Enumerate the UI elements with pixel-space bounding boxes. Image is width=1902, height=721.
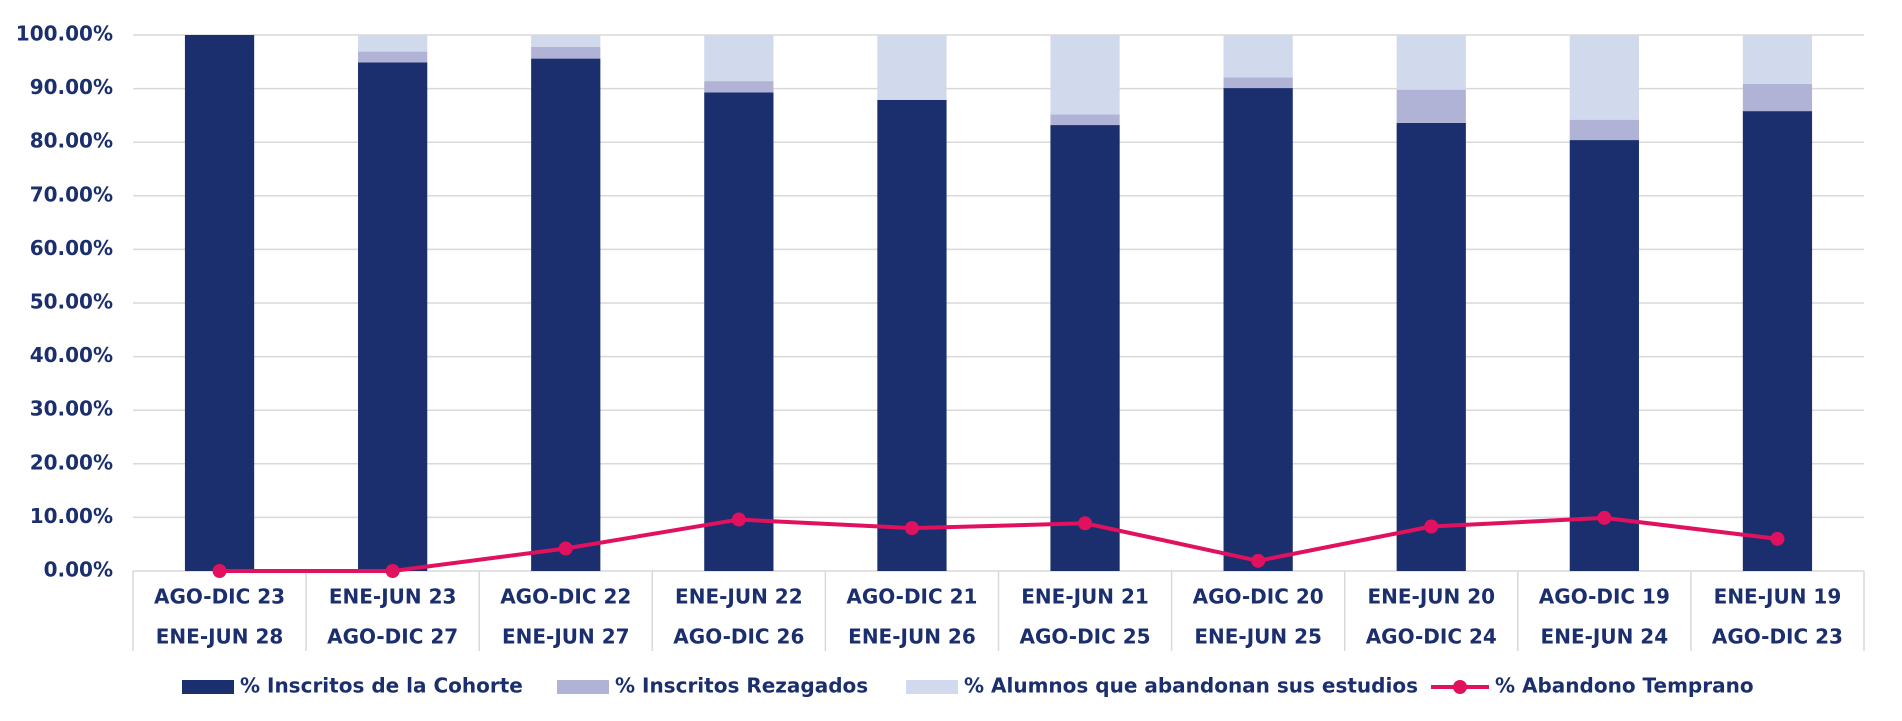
y-tick-label: 70.00%	[30, 182, 113, 206]
x-tick-label: AGO-DIC 19	[1539, 585, 1670, 609]
bar-segment	[1396, 122, 1466, 572]
bar-segment	[1569, 140, 1639, 571]
bar-segment	[531, 46, 601, 59]
bar-segment	[184, 35, 255, 571]
y-tick-label: 30.00%	[30, 397, 113, 421]
x-tick-label: AGO-DIC 26	[673, 625, 804, 649]
bar-segment	[1396, 89, 1466, 123]
legend-label: % Inscritos de la Cohorte	[240, 674, 523, 698]
bar-segment	[358, 35, 428, 52]
line-marker	[1597, 510, 1612, 525]
bar-segment	[704, 35, 774, 82]
bar-segment	[1742, 111, 1813, 571]
bar-segment	[1223, 77, 1293, 89]
legend-swatch	[1453, 680, 1467, 694]
y-tick-label: 100.00%	[16, 22, 113, 46]
x-tick-label: ENE-JUN 19	[1714, 585, 1842, 609]
bar-segment	[1050, 114, 1120, 126]
x-tick-label: AGO-DIC 23	[154, 585, 285, 609]
y-tick-label: 40.00%	[30, 343, 113, 367]
bar-segment	[877, 35, 947, 100]
bar-segment	[1223, 88, 1293, 572]
y-tick-label: 0.00%	[44, 558, 113, 582]
bar-segment	[1742, 35, 1813, 84]
y-tick-label: 10.00%	[30, 504, 113, 528]
x-tick-label: ENE-JUN 20	[1367, 585, 1495, 609]
line	[219, 515, 1778, 573]
x-tick-label: ENE-JUN 28	[156, 625, 284, 649]
bar-segment	[531, 58, 601, 572]
bar-segment	[1396, 35, 1466, 90]
x-tick-label: AGO-DIC 23	[1712, 625, 1843, 649]
bar-segment	[704, 81, 774, 93]
y-tick-label: 90.00%	[30, 75, 113, 99]
line-marker	[212, 564, 227, 578]
line-marker	[731, 512, 746, 527]
x-tick-label: ENE-JUN 22	[675, 585, 803, 609]
x-tick-label: ENE-JUN 25	[1194, 625, 1322, 649]
bar-segment	[1050, 35, 1120, 115]
line-marker	[1251, 553, 1266, 568]
line-marker	[1078, 516, 1093, 531]
bar-segment	[358, 51, 428, 63]
x-tick-label: AGO-DIC 24	[1366, 625, 1497, 649]
legend-swatch	[557, 680, 609, 694]
x-tick-label: ENE-JUN 23	[329, 585, 457, 609]
bar-segment	[358, 62, 428, 571]
y-tick-label: 20.00%	[30, 450, 113, 474]
line-marker	[385, 564, 400, 578]
legend-swatch	[182, 680, 234, 694]
bar-segment	[1569, 35, 1639, 120]
bar-segment	[1050, 125, 1120, 571]
line-marker	[1424, 519, 1439, 534]
bar-segment	[1569, 119, 1639, 141]
line-marker	[1770, 531, 1785, 546]
line-marker	[904, 521, 919, 536]
x-tick-label: AGO-DIC 20	[1193, 585, 1324, 609]
x-tick-label: AGO-DIC 22	[500, 585, 631, 609]
x-tick-label: ENE-JUN 24	[1541, 625, 1669, 649]
x-tick-label: ENE-JUN 26	[848, 625, 976, 649]
legend-swatch	[906, 680, 958, 694]
legend-label: % Abandono Temprano	[1495, 674, 1754, 698]
x-tick-label: ENE-JUN 27	[502, 625, 630, 649]
x-tick-label: AGO-DIC 21	[846, 585, 977, 609]
y-tick-label: 80.00%	[30, 129, 113, 153]
x-tick-label: AGO-DIC 25	[1020, 625, 1151, 649]
legend-label: % Alumnos que abandonan sus estudios	[964, 674, 1418, 698]
bar-segment	[1742, 83, 1813, 112]
bar-segment	[704, 92, 774, 572]
bar-segment	[531, 35, 601, 47]
x-tick-label: ENE-JUN 21	[1021, 585, 1149, 609]
legend-label: % Inscritos Rezagados	[615, 674, 868, 698]
bar-segment	[877, 99, 947, 571]
line-marker	[558, 541, 573, 556]
y-tick-label: 50.00%	[30, 290, 113, 314]
y-tick-label: 60.00%	[30, 236, 113, 260]
bar-segment	[1223, 35, 1293, 78]
x-tick-label: AGO-DIC 27	[327, 625, 458, 649]
